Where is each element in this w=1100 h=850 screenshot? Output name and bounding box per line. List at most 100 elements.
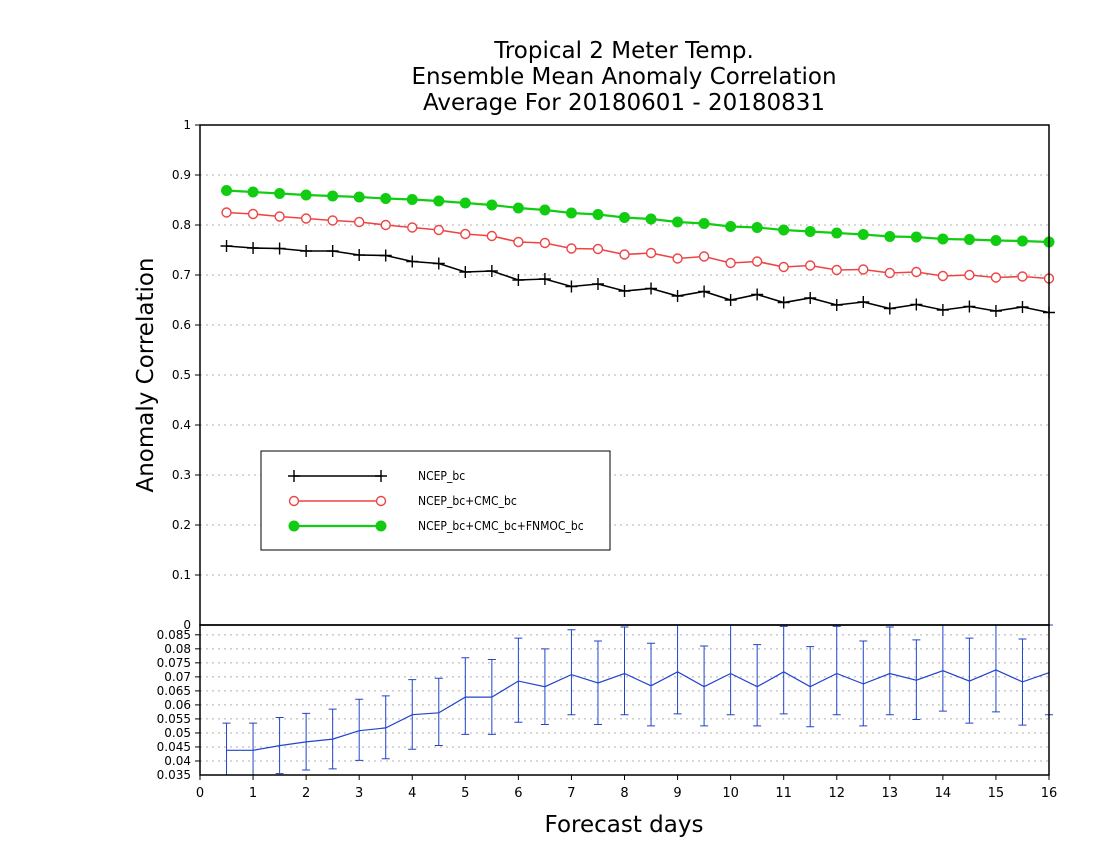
data-point-marker <box>698 285 711 298</box>
error-bar <box>620 626 629 716</box>
data-point-marker <box>353 216 365 228</box>
data-point-marker <box>751 288 764 301</box>
data-point-marker <box>645 213 657 225</box>
error-bar <box>832 625 841 716</box>
data-point-marker <box>247 208 259 220</box>
y-tick-label: 1 <box>183 118 191 132</box>
data-point-marker <box>777 296 790 309</box>
data-point-marker <box>485 265 498 277</box>
data-point-marker <box>619 249 630 260</box>
y-tick-label: 0.045 <box>157 740 191 754</box>
data-point-marker <box>327 190 339 202</box>
data-point-marker <box>273 242 286 255</box>
data-point-marker <box>671 290 684 302</box>
y-axis-label: Anomaly Correlation <box>133 257 159 492</box>
data-point-marker <box>274 211 285 222</box>
data-point-marker <box>831 227 843 239</box>
y-tick-label: 0.08 <box>164 642 191 656</box>
data-point-marker <box>858 264 869 275</box>
data-point-marker <box>618 285 631 297</box>
top-panel-series <box>220 185 1055 319</box>
error-bar <box>222 722 231 775</box>
data-point-marker <box>406 194 418 205</box>
data-point-marker <box>778 261 789 273</box>
data-point-marker <box>486 230 498 242</box>
error-bar <box>673 624 682 715</box>
data-point-marker <box>247 242 260 254</box>
data-point-marker <box>380 219 391 231</box>
data-point-marker <box>645 282 658 295</box>
legend: NCEP_bc NCEP_bc+CMC_bc NCEP_bc+CMC_bc+FNMO… <box>260 450 611 551</box>
data-point-marker <box>407 222 418 233</box>
data-point-marker <box>288 520 300 532</box>
x-tick-label: 11 <box>775 786 792 801</box>
data-point-marker <box>910 298 923 311</box>
x-tick-label: 13 <box>882 786 899 801</box>
data-point-marker <box>221 207 232 218</box>
y-tick-label: 0.3 <box>172 468 191 482</box>
y-tick-label: 0.075 <box>157 656 191 670</box>
chart-title: Tropical 2 Meter Temp. Ensemble Mean Ano… <box>411 38 836 116</box>
series-1 <box>220 240 1055 319</box>
data-point-marker <box>672 253 683 264</box>
series-line <box>226 189 1050 244</box>
data-point-marker <box>460 228 471 240</box>
x-tick-label: 6 <box>514 786 522 801</box>
series-line <box>226 669 1050 751</box>
series-line <box>226 211 1050 280</box>
data-point-marker <box>512 202 524 214</box>
data-point-marker <box>884 267 896 279</box>
data-point-marker <box>375 495 387 507</box>
y-tick-label: 0.8 <box>172 218 191 232</box>
top-panel-y-axis-ticks: 0 0.1 0.2 0.3 0.4 0.5 0.6 0.7 0.8 0.9 1 <box>172 118 200 632</box>
legend-entry-3: NCEP_bc+CMC_bc+FNMOC_bc <box>288 519 584 533</box>
x-tick-label: 7 <box>567 786 575 801</box>
x-tick-label: 12 <box>828 786 845 801</box>
error-bar <box>434 677 443 747</box>
x-tick-label: 2 <box>302 786 310 801</box>
legend-label: NCEP_bc+CMC_bc+FNMOC_bc <box>418 519 584 533</box>
data-point-marker <box>805 260 816 271</box>
y-tick-label: 0.07 <box>164 670 191 684</box>
data-point-marker <box>751 256 763 267</box>
data-point-marker <box>326 245 339 257</box>
data-point-marker <box>937 270 949 282</box>
data-point-marker <box>724 294 737 306</box>
y-tick-label: 0.06 <box>164 698 191 712</box>
data-point-marker <box>406 255 419 268</box>
data-point-marker <box>884 231 896 242</box>
data-point-marker <box>565 207 577 219</box>
data-point-marker <box>539 237 551 249</box>
y-tick-label: 0.04 <box>164 754 191 768</box>
data-point-marker <box>247 186 259 198</box>
x-axis-ticks: 0 1 2 3 4 5 6 7 8 9 10 11 12 13 14 15 16 <box>196 775 1057 801</box>
error-bar <box>753 644 762 727</box>
data-point-marker <box>804 226 816 237</box>
data-point-marker <box>1016 301 1029 313</box>
data-point-marker <box>591 278 604 290</box>
data-point-marker <box>300 213 312 224</box>
y-tick-label: 0 <box>183 618 191 632</box>
data-point-marker <box>672 216 684 228</box>
legend-entry-1: NCEP_bc <box>288 469 465 483</box>
y-tick-label: 0.05 <box>164 726 191 740</box>
legend-entry-2: NCEP_bc+CMC_bc <box>288 494 517 508</box>
data-point-marker <box>565 280 578 293</box>
data-point-marker <box>538 273 551 285</box>
data-point-marker <box>221 185 233 196</box>
data-point-marker <box>936 304 949 316</box>
y-tick-label: 0.6 <box>172 318 191 332</box>
x-tick-label: 5 <box>461 786 469 801</box>
data-point-marker <box>486 199 498 211</box>
data-point-marker <box>539 204 551 216</box>
legend-label: NCEP_bc <box>418 469 465 483</box>
data-point-marker <box>353 249 366 261</box>
data-point-marker <box>911 266 922 278</box>
error-bar <box>249 722 258 775</box>
data-point-marker <box>989 305 1002 317</box>
y-tick-label: 0.9 <box>172 168 191 182</box>
data-point-marker <box>220 240 233 252</box>
data-point-marker <box>513 236 524 248</box>
y-tick-label: 0.055 <box>157 712 191 726</box>
